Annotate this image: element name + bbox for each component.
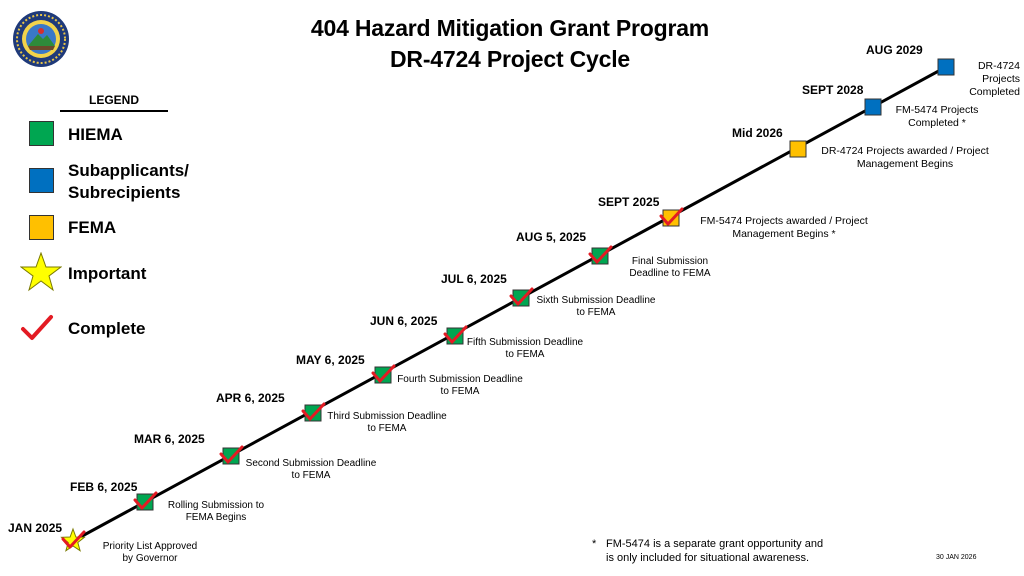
milestone-checkmark-icon	[301, 402, 326, 421]
date-stamp: 30 JAN 2026	[936, 554, 977, 561]
milestone-checkmark-icon	[61, 530, 86, 549]
legend-hiema-swatch	[29, 121, 54, 146]
milestone-desc-aug-2029: DR-4724 Projects Completed	[958, 60, 1020, 99]
milestone-desc-jun-2025: Fifth Submission Deadline to FEMA	[466, 337, 584, 361]
legend-hiema-label: HIEMA	[68, 125, 123, 144]
milestone-desc-may-2025: Fourth Submission Deadline to FEMA	[396, 374, 524, 398]
desc-line: to FEMA	[576, 307, 616, 318]
checkmark-icon	[21, 315, 53, 340]
milestone-marker-hiema	[222, 447, 240, 465]
desc-line: Sixth Submission Deadline	[536, 295, 656, 306]
milestone-date-feb-2025: FEB 6, 2025	[70, 480, 138, 494]
desc-line: to FEMA	[367, 423, 407, 434]
milestone-checkmark-icon	[133, 491, 158, 510]
milestone-date-aug-2029: AUG 2029	[866, 43, 923, 57]
milestone-desc-apr-2025: Third Submission Deadline to FEMA	[326, 411, 448, 435]
milestone-date-jun-2025: JUN 6, 2025	[370, 314, 438, 328]
footnote-line: FM-5474 is a separate grant opportunity …	[606, 538, 824, 550]
milestone-marker-hiema	[446, 327, 464, 345]
legend-subapplicants-line2: Subrecipients	[68, 183, 181, 202]
legend-heading: LEGEND	[88, 93, 139, 107]
legend-divider	[60, 110, 168, 112]
desc-line: Final Submission	[631, 256, 709, 267]
milestone-marker-hiema	[136, 493, 154, 511]
milestone-date-jan-2025: JAN 2025	[8, 521, 63, 535]
milestone-marker-hiema	[374, 366, 392, 384]
desc-line: Fourth Submission Deadline	[397, 374, 523, 385]
milestone-date-apr-2025: APR 6, 2025	[216, 391, 285, 405]
legend-fema-swatch	[29, 215, 54, 240]
milestone-desc-jul-2025: Sixth Submission Deadline to FEMA	[535, 295, 657, 319]
legend-fema-label: FEMA	[68, 218, 117, 237]
milestone-date-sept-2025: SEPT 2025	[598, 195, 660, 209]
milestone-checkmark-icon	[509, 287, 534, 306]
desc-line: DR-4724 Projects awarded / Project	[821, 145, 989, 157]
milestone-marker-fema	[662, 209, 680, 227]
legend-subapplicants-label: Subapplicants/ Subrecipients	[68, 160, 189, 204]
milestone-checkmark-icon	[659, 207, 684, 226]
desc-line: Second Submission Deadline	[245, 458, 377, 469]
milestone-date-aug-2025: AUG 5, 2025	[516, 230, 587, 244]
desc-line: DR-4724	[977, 60, 1020, 72]
milestone-checkmark-icon	[443, 325, 468, 344]
milestone-desc-aug-2025: Final Submission Deadline to FEMA	[624, 256, 716, 280]
desc-line: Projects	[982, 73, 1020, 85]
milestone-desc-sept-2028: FM-5474 Projects Completed *	[884, 104, 990, 130]
legend-subapplicants-swatch	[29, 168, 54, 193]
milestone-marker-hiema	[304, 404, 322, 422]
page-subtitle: DR-4724 Project Cycle	[390, 46, 630, 72]
milestone-desc-sept-2025: FM-5474 Projects awarded / Project Manag…	[686, 215, 882, 241]
milestone-date-may-2025: MAY 6, 2025	[296, 353, 365, 367]
milestone-star-icon	[60, 527, 86, 552]
milestone-marker-subapplicants	[937, 58, 955, 76]
milestone-desc-feb-2025: Rolling Submission to FEMA Begins	[160, 500, 272, 524]
milestone-checkmark-icon	[588, 245, 613, 264]
milestone-date-mar-2025: MAR 6, 2025	[134, 432, 205, 446]
milestone-date-jul-2025: JUL 6, 2025	[441, 272, 507, 286]
desc-line: FM-5474 Projects	[895, 104, 979, 116]
legend-subapplicants-line1: Subapplicants/	[68, 161, 189, 180]
desc-line: to FEMA	[505, 349, 545, 360]
footnote-marker: *	[592, 538, 597, 550]
milestone-desc-jan-2025: Priority List Approved by Governor	[90, 541, 210, 565]
desc-line: FEMA Begins	[185, 512, 247, 523]
milestone-desc-mid-2026: DR-4724 Projects awarded / Project Manag…	[810, 145, 1000, 171]
milestone-checkmark-icon	[219, 445, 244, 464]
milestone-marker-hiema	[591, 247, 609, 265]
desc-line: to FEMA	[440, 386, 480, 397]
desc-line: Management Begins	[856, 158, 954, 170]
desc-line: Completed	[969, 86, 1020, 98]
milestone-date-sept-2028: SEPT 2028	[802, 83, 864, 97]
legend-complete-label: Complete	[68, 319, 146, 338]
desc-line: to FEMA	[291, 470, 331, 481]
legend-important-label: Important	[68, 264, 147, 283]
milestone-marker-fema	[789, 140, 807, 158]
desc-line: Third Submission Deadline	[327, 411, 447, 422]
desc-line: Priority List Approved	[102, 541, 198, 552]
milestone-marker-hiema	[512, 289, 530, 307]
milestone-marker-subapplicants	[864, 98, 882, 116]
milestone-desc-mar-2025: Second Submission Deadline to FEMA	[245, 458, 377, 482]
page-title: 404 Hazard Mitigation Grant Program	[310, 15, 710, 41]
footnote-line: is only included for situational awarene…	[606, 552, 810, 564]
desc-line: FM-5474 Projects awarded / Project	[700, 215, 868, 227]
timeline-line	[72, 65, 947, 543]
desc-line: Rolling Submission to	[167, 500, 265, 511]
agency-seal	[13, 11, 69, 67]
milestone-checkmark-icon	[371, 364, 396, 383]
milestone-date-mid-2026: Mid 2026	[732, 126, 783, 140]
footnote-text: FM-5474 is a separate grant opportunity …	[606, 537, 823, 565]
desc-line: Deadline to FEMA	[629, 268, 711, 279]
desc-line: Completed *	[908, 117, 966, 129]
star-icon	[20, 252, 62, 292]
desc-line: Management Begins *	[732, 228, 836, 240]
desc-line: Fifth Submission Deadline	[466, 337, 584, 348]
desc-line: by Governor	[122, 553, 178, 564]
